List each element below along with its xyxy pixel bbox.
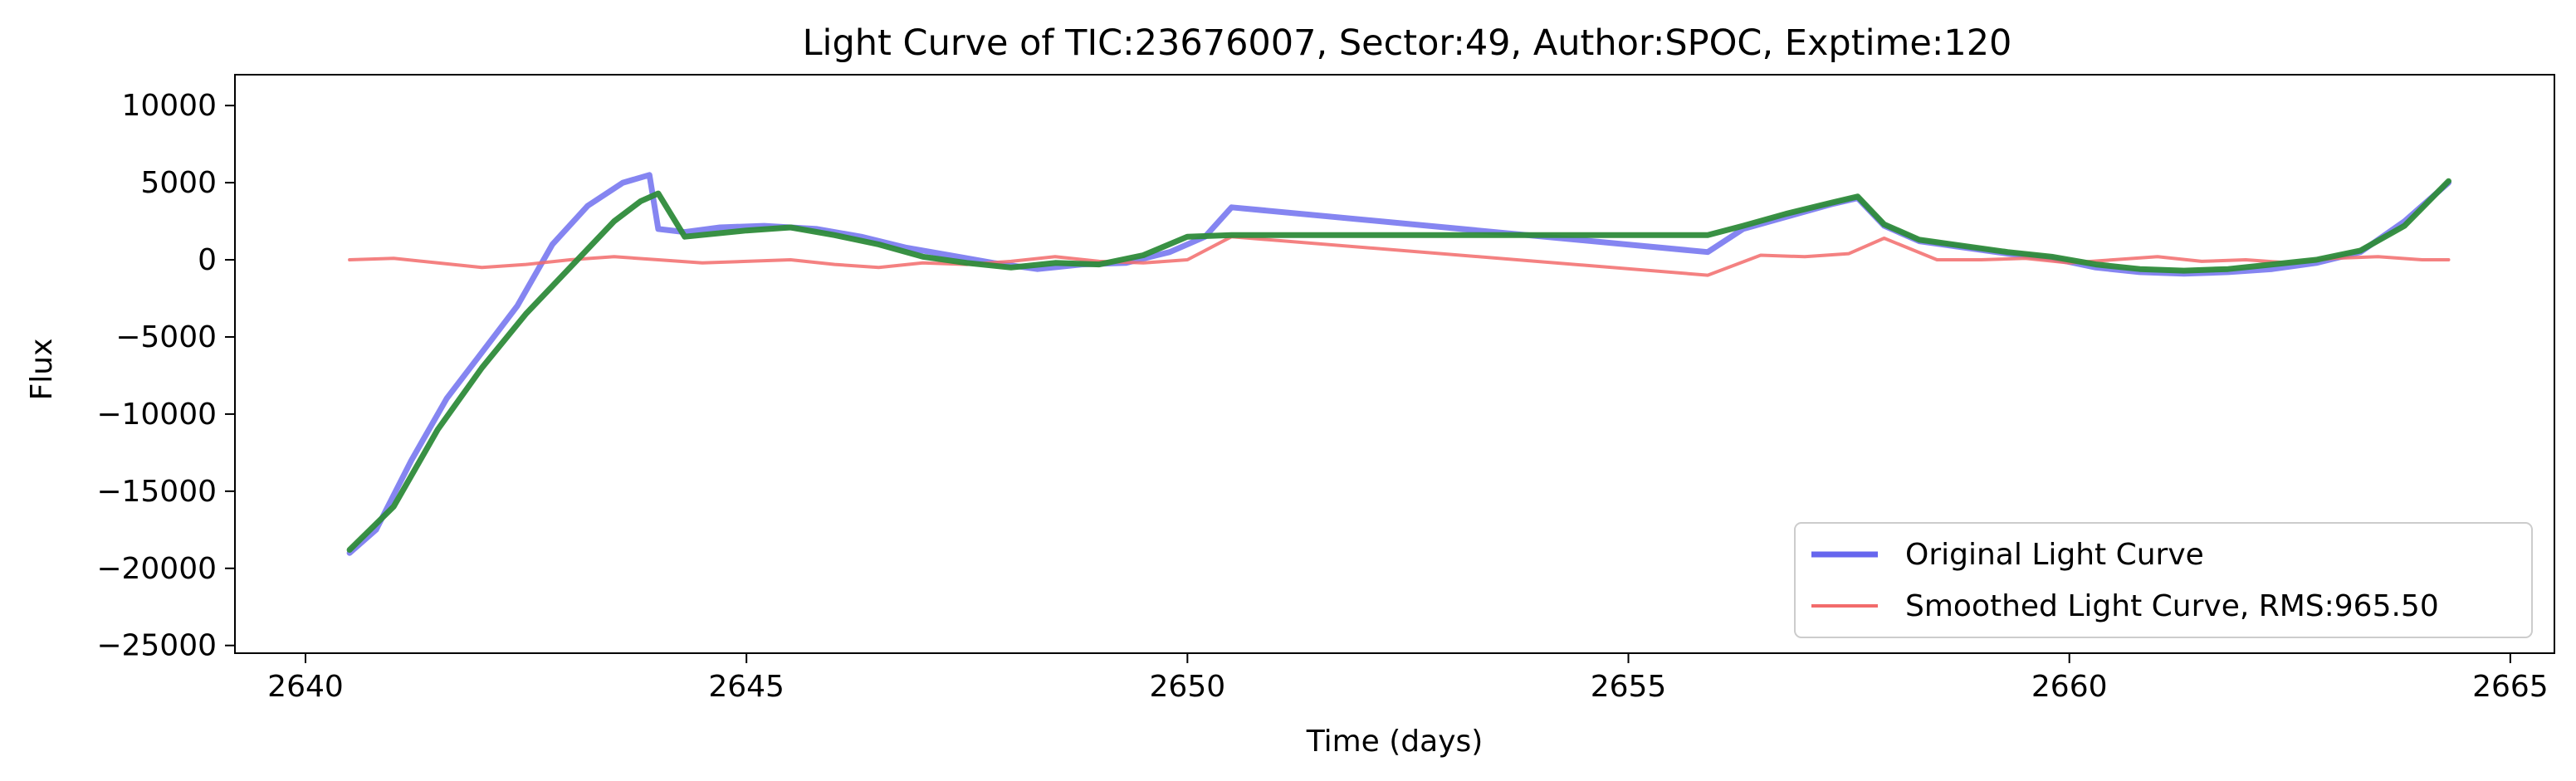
y-tick-label: 0 [198,243,217,277]
legend-label: Original Light Curve [1905,538,2204,572]
x-tick-label: 2650 [1150,670,1226,704]
x-tick-label: 2645 [708,670,785,704]
plot-area [234,74,2555,654]
legend-label: Smoothed Light Curve, RMS:965.50 [1905,589,2439,623]
x-tick-label: 2665 [2472,670,2549,704]
y-tick-label: −5000 [115,320,217,354]
series-trend-line [346,178,2451,553]
series-layer [346,172,2451,556]
y-tick-label: −10000 [96,398,217,432]
x-axis: 2640 2645 2650 2655 2660 2665 [267,653,2549,704]
legend: Original Light Curve Smoothed Light Curve… [1794,522,2533,638]
y-axis: 10000 5000 0 −5000 −10000 −15000 −20000 −25000 [96,89,235,663]
plot-frame [234,74,2555,654]
legend-box [1794,522,2533,638]
x-axis-label: Time (days) [1306,725,1484,759]
y-tick-label: 10000 [121,89,217,123]
x-tick-label: 2640 [267,670,344,704]
y-axis-label: Flux [25,339,59,401]
y-tick-label: −20000 [96,552,217,586]
series-smoothed-light-curve [348,235,2451,277]
x-tick-label: 2655 [1591,670,1667,704]
chart-title: Light Curve of TIC:23676007, Sector:49, … [803,22,2012,64]
y-tick-label: 5000 [140,166,217,200]
y-tick-label: −25000 [96,629,217,663]
series-original-light-curve [346,172,2451,556]
y-tick-label: −15000 [96,475,217,509]
x-tick-label: 2660 [2031,670,2108,704]
